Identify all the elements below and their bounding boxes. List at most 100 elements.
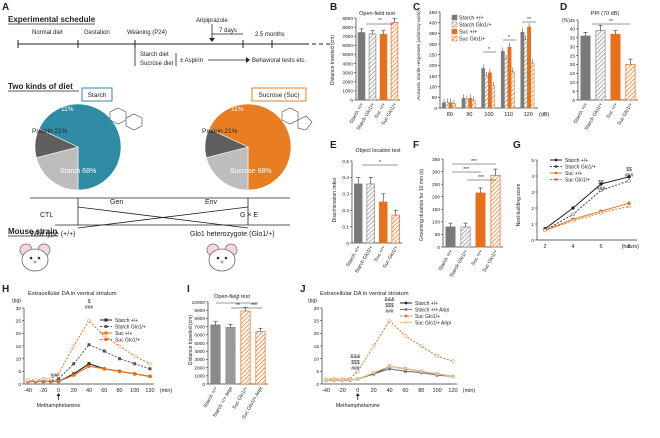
panel-j-point [434, 371, 440, 377]
panel-letter-g: G [513, 140, 521, 151]
panel-d-y-tick-label: 15 [570, 71, 576, 77]
panel-h-legend-marker [104, 331, 108, 335]
panel-g-x-tick-label: 6 [599, 244, 602, 250]
panel-c-legend-swatch [451, 21, 458, 28]
panel-letter-a: A [2, 2, 9, 13]
timeline-2-5-months: 2.5 months [255, 32, 285, 38]
panel-j-x-tick-label: -20 [338, 388, 346, 394]
panel-c-bar [500, 51, 505, 109]
panel-h-legend-marker [104, 325, 108, 328]
panel-letter-c: C [413, 2, 420, 13]
panel-i-y-tick-label: 10000 [192, 300, 206, 306]
panel-c-bar [445, 102, 450, 109]
panel-c-bar [452, 103, 456, 109]
panel-g-legend-marker [554, 178, 558, 181]
panel-d-y-tick-label: 20 [570, 62, 576, 68]
panel-h-point [71, 343, 77, 349]
panel-b-ylabel: Distance traveled (cm) [330, 35, 336, 85]
panel-e-bar-1 [366, 183, 375, 244]
label-ctl: CTL [40, 212, 53, 219]
panel-g-legend-label: Starch +/+ [565, 158, 588, 164]
panel-h-point [87, 343, 91, 347]
heading-experimental-schedule: Experimental schedule [8, 15, 96, 24]
panel-h-unit: (pg) [12, 298, 21, 304]
panel-c-legend-swatch [451, 28, 458, 35]
panel-c-sig: * [488, 47, 490, 53]
sucrose-pie-label-fat-pct: 11% [231, 106, 244, 113]
panel-i-y-tick-label: 1000 [194, 374, 205, 380]
panel-e-y-tick-label: 0.5 [342, 159, 349, 165]
panel-c-bar [491, 85, 496, 109]
arrow-head [246, 57, 250, 63]
timeline-7-days: 7 days [219, 28, 237, 34]
panel-letter-f: F [413, 140, 419, 151]
panel-h-point [101, 366, 107, 372]
panel-d-bar-1 [595, 30, 606, 101]
panel-h-point [148, 367, 152, 371]
panel-g-point [571, 219, 575, 223]
panel-d-y-tick-label: 0 [572, 98, 575, 104]
panel-d-bar-2 [610, 33, 621, 101]
panel-g-y-tick-label: 3 [531, 190, 534, 196]
panel-g-series-line-1 [544, 180, 630, 231]
panel-d-y-tick-label: 45 [570, 18, 576, 24]
panel-b-y-tick-label: 3000 [342, 70, 353, 76]
pie-slice-2 [34, 128, 79, 159]
panel-d-y-tick-label: 40 [570, 27, 576, 33]
panel-g-point [571, 206, 575, 210]
timeline-weaning: Weaning (P24) [127, 30, 167, 36]
panel-g-point [627, 204, 631, 209]
panel-letter-h: H [2, 284, 9, 295]
panel-g-y-tick-label: 5 [531, 158, 534, 164]
panel-h-point [25, 377, 31, 383]
panel-h-point [117, 368, 122, 374]
panel-j-unit: (pg) [308, 298, 317, 304]
panel-b-bar-2 [379, 34, 388, 101]
arrow-head [355, 393, 360, 396]
panel-j-title: Extracellular DA in ventral striatum [320, 291, 409, 297]
panel-c-sig: ** [527, 17, 531, 23]
sucrose-pie-label-sucrose: Sucrose 68% [230, 168, 272, 175]
panel-f-bar-3 [490, 174, 501, 248]
panel-c-bar [448, 102, 453, 109]
pie-slice-1 [35, 146, 79, 191]
panel-j-legend-label: Starch +/+ Aripi [415, 308, 449, 314]
panel-j-x-tick-label: 80 [418, 388, 424, 394]
panel-j-legend-marker [404, 301, 408, 305]
panel-c-y-tick-label: 0 [434, 106, 437, 112]
panel-g-x-tick-label: 2 [543, 244, 546, 250]
panel-h-point [33, 377, 38, 383]
panel-i-bar-3 [255, 331, 266, 385]
panel-d-y-tick-label: 35 [570, 36, 576, 42]
panel-h-point [101, 333, 107, 339]
panel-j-point [371, 370, 376, 375]
panel-j-point [347, 377, 353, 383]
panel-j-point [323, 377, 329, 383]
panel-j-x-tick-label: 20 [371, 388, 377, 394]
panel-c-y-tick-label: 300 [429, 42, 437, 48]
heading-two-kinds-of-diet: Two kinds of diet [8, 82, 73, 91]
panel-g-legend-label: Starch Glo1/+ [565, 165, 596, 171]
timeline-gestation: Gestation [84, 30, 110, 36]
panel-c-bar [504, 58, 509, 109]
panel-c-bar [487, 72, 492, 109]
panel-h-y-tick-label: 25 [16, 318, 22, 324]
panel-i-title: Open-field test [214, 294, 250, 300]
panel-c-bar [481, 68, 486, 109]
panel-c-x-tick-label: 110 [504, 112, 513, 118]
panel-e-y-tick-label: 0.2 [342, 208, 349, 214]
panel-f-ylabel: Grooming duration for 10 min (s) [419, 169, 425, 242]
panel-h-legend-label: Starch Glo1/+ [115, 325, 146, 331]
panel-c-x-tick-label: 100 [484, 112, 493, 118]
heading-mouse-strain: Mouse strain [8, 227, 57, 236]
panel-i-ylabel: Distance traveled (cm) [188, 315, 194, 365]
panel-j-point [450, 358, 456, 364]
panel-h-point [147, 361, 153, 367]
panel-j-point [387, 363, 392, 369]
panel-h-x-tick-label: 0 [57, 388, 60, 394]
panel-j-y-tick-label: 30 [314, 306, 320, 312]
panel-c-bar [468, 98, 473, 109]
panel-c-y-tick-label: 50 [432, 95, 438, 101]
panel-h-legend-label: Suc Glo1/+ [115, 338, 140, 344]
panel-c-bar [510, 71, 515, 109]
